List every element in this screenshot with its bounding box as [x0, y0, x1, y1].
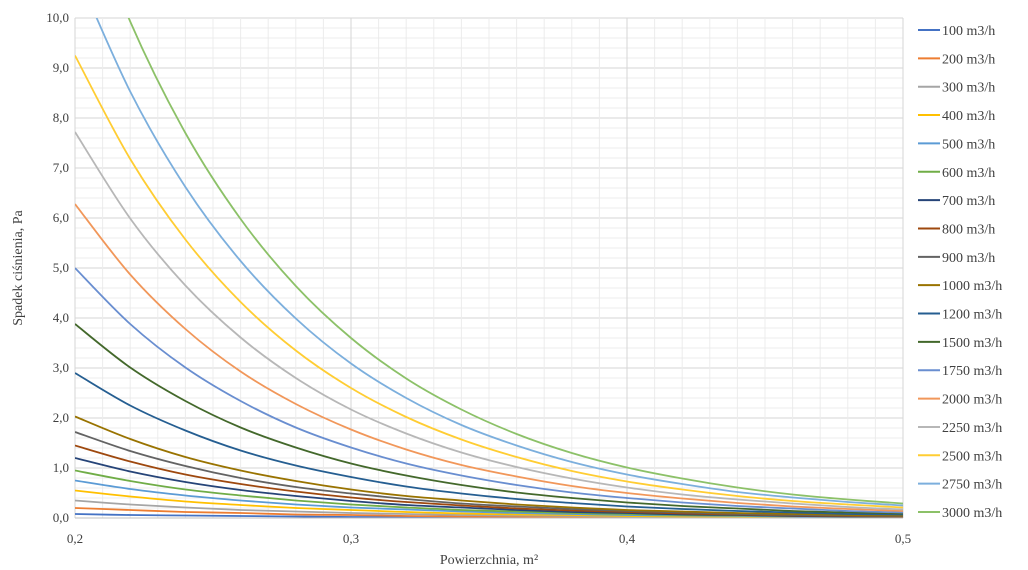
legend-label: 700 m3/h [942, 194, 995, 209]
legend-label: 200 m3/h [942, 52, 995, 67]
legend-label: 900 m3/h [942, 251, 995, 266]
legend-label: 2500 m3/h [942, 449, 1002, 464]
series-line [95, 18, 903, 507]
legend-label: 3000 m3/h [942, 506, 1002, 521]
y-tick-label: 9,0 [53, 60, 69, 75]
legend-label: 1200 m3/h [942, 308, 1002, 323]
series-line [127, 18, 903, 505]
series-line [75, 323, 903, 515]
y-tick-label: 4,0 [53, 310, 69, 325]
legend-label: 800 m3/h [942, 222, 995, 237]
x-axis-label: Powierzchnia, m² [440, 553, 538, 568]
y-tick-label: 3,0 [53, 360, 69, 375]
y-tick-labels: 0,0 1,0 2,0 3,0 4,0 5,0 6,0 7,0 8,0 9,0 10,0 [46, 10, 69, 525]
y-axis-label: Spadek ciśnienia, Pa [11, 209, 26, 325]
series-line [75, 131, 903, 511]
y-tick-label: 2,0 [53, 410, 69, 425]
y-tick-label: 8,0 [53, 110, 69, 125]
x-tick-label: 0,3 [343, 531, 359, 546]
legend: 100 m3/h 200 m3/h 300 m3/h 400 m3/h 500 m3/h… [918, 24, 1002, 521]
legend-label: 400 m3/h [942, 109, 995, 124]
y-tick-label: 10,0 [46, 10, 69, 25]
legend-label: 2000 m3/h [942, 393, 1002, 408]
x-tick-label: 0,2 [67, 531, 83, 546]
legend-label: 1750 m3/h [942, 364, 1002, 379]
legend-label: 2750 m3/h [942, 478, 1002, 493]
legend-label: 1000 m3/h [942, 279, 1002, 294]
y-tick-label: 0,0 [53, 510, 69, 525]
y-tick-label: 5,0 [53, 260, 69, 275]
y-tick-label: 7,0 [53, 160, 69, 175]
series-line [75, 372, 903, 516]
series-line [75, 203, 903, 512]
legend-label: 600 m3/h [942, 166, 995, 181]
series-line [75, 431, 903, 517]
legend-label: 100 m3/h [942, 24, 995, 39]
series-line [75, 415, 903, 517]
x-tick-label: 0,4 [619, 531, 636, 546]
grid [74, 17, 904, 519]
x-tick-labels: 0,2 0,3 0,4 0,5 [67, 531, 911, 546]
legend-label: 300 m3/h [942, 81, 995, 96]
legend-label: 1500 m3/h [942, 336, 1002, 351]
series-line [75, 55, 903, 509]
y-tick-label: 1,0 [53, 460, 69, 475]
series-line [75, 267, 903, 514]
legend-label: 500 m3/h [942, 137, 995, 152]
x-tick-label: 0,5 [895, 531, 911, 546]
y-tick-label: 6,0 [53, 210, 69, 225]
legend-label: 2250 m3/h [942, 421, 1002, 436]
